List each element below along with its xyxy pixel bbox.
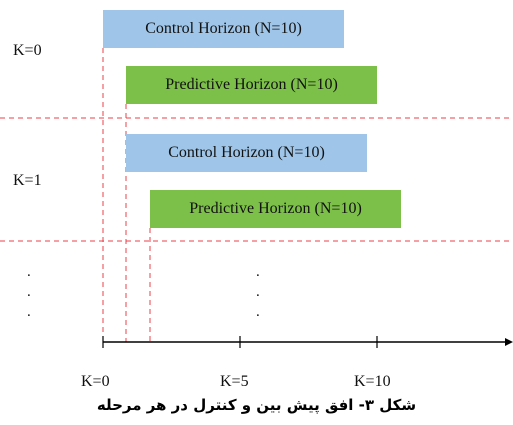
- ellipsis-middle: . . .: [256, 264, 260, 320]
- row-label-k1: K=1: [13, 172, 42, 189]
- ellipsis-left: . . .: [27, 264, 31, 320]
- predictive-horizon-box-k1: Predictive Horizon (N=10): [150, 190, 401, 228]
- predictive-horizon-box-k0: Predictive Horizon (N=10): [126, 66, 377, 104]
- x-tick-label-k0: K=0: [81, 373, 110, 390]
- row-label-k0: K=0: [13, 42, 42, 59]
- time-axis-arrowhead: [505, 338, 513, 346]
- figure-caption: شکل ۳- افق پیش بین و کنترل در هر مرحله: [96, 396, 417, 414]
- control-horizon-box-k1: Control Horizon (N=10): [126, 134, 367, 172]
- x-tick-label-k5: K=5: [220, 373, 249, 390]
- x-tick-label-k10: K=10: [354, 373, 391, 390]
- control-horizon-box-k0: Control Horizon (N=10): [103, 10, 344, 48]
